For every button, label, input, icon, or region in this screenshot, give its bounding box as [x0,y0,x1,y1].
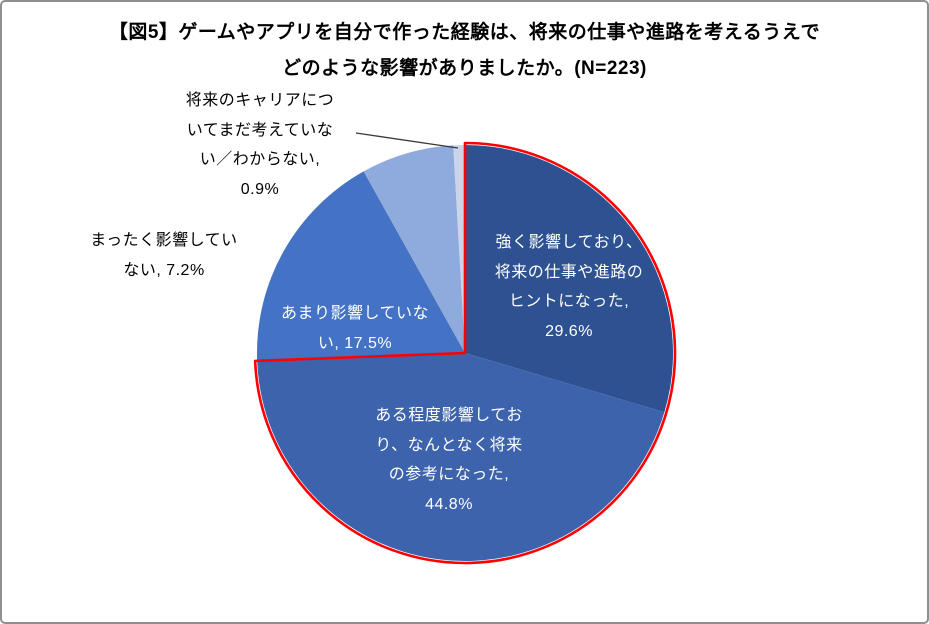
slice-label-line: あまり影響していな [280,305,430,322]
highlight-outline [253,141,677,565]
chart-title: 【図5】ゲームやアプリを自分で作った経験は、将来の仕事や進路を考えるうえで どの… [2,15,927,87]
pie-slice-1 [257,353,665,561]
slice-label-value: 44.8% [425,495,473,513]
pie-slice-2 [257,171,465,361]
slice-label-line: り、なんとなく将来 [375,436,523,454]
slice-label-value: い, 17.5% [317,334,393,352]
pie-slice-0 [465,145,673,413]
slice-label-line: 強く影響しており、 [495,234,643,251]
slice-label-value: 0.9% [240,180,280,198]
slice-label-line: いてまだ考えていな [186,121,334,139]
slice-label-career-unknown: 将来のキャリアにつ いてまだ考えていな い／わからない, 0.9% [160,86,360,204]
chart-title-line-2: どのような影響がありましたか。(N=223) [282,58,647,79]
slice-label-line: 将来のキャリアにつ [185,92,335,109]
slice-label-strong-influence: 強く影響しており、 将来の仕事や進路の ヒントになった, 29.6% [469,228,669,346]
slice-label-line: ある程度影響してお [375,407,523,424]
slice-label-value: ない, 7.2% [123,261,205,279]
slice-label-line: い／わからない, [199,151,321,168]
slice-label-little-influence: あまり影響していな い, 17.5% [255,299,455,358]
slice-label-line: ヒントになった, [508,293,630,310]
pie-slice-4 [453,145,465,353]
leader-line-career-unknown [355,132,459,149]
chart-title-line-1: 【図5】ゲームやアプリを自分で作った経験は、将来の仕事や進路を考えるうえで [108,22,821,43]
slice-label-value: 29.6% [545,322,593,340]
pie-slice-3 [363,145,465,353]
slice-label-line: 将来の仕事や進路の [494,263,644,281]
slice-label-no-influence: まったく影響してい ない, 7.2% [64,226,264,285]
slice-label-somewhat-influence: ある程度影響してお り、なんとなく将来 の参考になった, 44.8% [349,401,549,519]
slice-label-line: の参考になった, [388,466,510,483]
slice-label-line: まったく影響してい [90,232,238,249]
